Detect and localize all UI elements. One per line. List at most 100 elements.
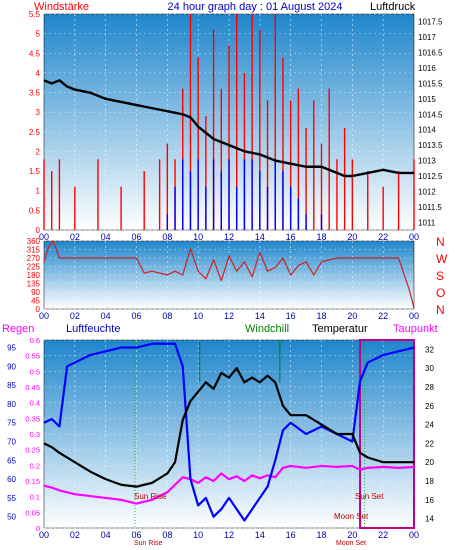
dir-hour-tick: 08 xyxy=(162,311,172,321)
pressure-y-tick: 1016 xyxy=(418,64,436,73)
compass-letter: N xyxy=(436,303,445,317)
rain-y-tick: 0.45 xyxy=(25,383,40,392)
taupunkt-label: Taupunkt xyxy=(393,323,438,335)
wind-hour-tick: 16 xyxy=(286,232,296,242)
rain-y-tick: 0.3 xyxy=(30,430,40,439)
humidity-y-tick: 80 xyxy=(7,400,16,409)
temperature-y-tick: 30 xyxy=(425,364,434,373)
rain-y-tick: 0.05 xyxy=(25,508,40,517)
wind-y-tick: 3 xyxy=(36,108,41,117)
pressure-y-tick: 1011.5 xyxy=(418,203,442,212)
dir-hour-tick: 12 xyxy=(224,311,234,321)
compass-letter: O xyxy=(436,286,445,300)
clim-hour-tick: 16 xyxy=(286,530,296,540)
direction-y-tick: 0 xyxy=(36,305,41,314)
temperatur-label: Temperatur xyxy=(312,323,368,335)
wind-y-tick: 2 xyxy=(36,147,41,156)
wind-hour-tick: 08 xyxy=(162,232,172,242)
wind-hour-tick: 02 xyxy=(70,232,80,242)
clim-hour-tick: 04 xyxy=(101,530,111,540)
dir-hour-tick: 00 xyxy=(39,311,49,321)
dir-hour-tick: 14 xyxy=(255,311,265,321)
sun-rise-annotation: Sun Rise xyxy=(134,492,167,501)
windchill-label: Windchill xyxy=(245,323,289,335)
luftfeuchte-label: Luftfeuchte xyxy=(66,323,120,335)
temperature-y-tick: 28 xyxy=(425,383,434,392)
pressure-y-tick: 1012 xyxy=(418,187,436,196)
pressure-y-tick: 1013 xyxy=(418,157,436,166)
wind-hour-tick: 18 xyxy=(316,232,326,242)
clim-hour-tick: 00 xyxy=(39,530,49,540)
dir-hour-tick: 06 xyxy=(131,311,141,321)
pressure-y-tick: 1013.5 xyxy=(418,141,443,150)
temperature-y-tick: 16 xyxy=(425,496,434,505)
pressure-y-tick: 1017 xyxy=(418,33,436,42)
wind-hour-tick: 20 xyxy=(347,232,357,242)
humidity-y-tick: 95 xyxy=(7,344,16,353)
wind-y-tick: 4 xyxy=(36,69,41,78)
windstaerke-label: Windstärke xyxy=(34,1,89,13)
wind-hour-tick: 00 xyxy=(409,232,419,242)
temperature-y-tick: 26 xyxy=(425,402,434,411)
direction-y-tick: 270 xyxy=(27,254,41,263)
direction-y-tick: 225 xyxy=(27,263,41,272)
pressure-y-tick: 1011 xyxy=(418,218,436,227)
humidity-y-tick: 90 xyxy=(7,362,16,371)
humidity-y-tick: 60 xyxy=(7,475,16,484)
dewpoint-line xyxy=(43,464,415,505)
humidity-y-tick: 70 xyxy=(7,438,16,447)
dir-hour-tick: 22 xyxy=(378,311,388,321)
wind-y-tick: 0 xyxy=(36,226,41,235)
bottom-sun-rise-label: Sun Rise xyxy=(134,540,163,547)
temperature-y-tick: 32 xyxy=(425,345,434,354)
temperature-y-tick: 20 xyxy=(425,458,434,467)
rain-y-tick: 0.55 xyxy=(25,352,40,361)
clim-hour-tick: 20 xyxy=(347,530,357,540)
wind-hour-tick: 12 xyxy=(224,232,234,242)
pressure-y-tick: 1017.5 xyxy=(418,18,443,27)
wind-y-tick: 3.5 xyxy=(29,89,41,98)
temperature-y-tick: 24 xyxy=(425,421,434,430)
dir-hour-tick: 16 xyxy=(286,311,296,321)
wind-hour-tick: 04 xyxy=(101,232,111,242)
temperature-y-tick: 14 xyxy=(425,515,434,524)
humidity-y-tick: 75 xyxy=(7,419,16,428)
pressure-y-tick: 1012.5 xyxy=(418,172,443,181)
pressure-y-tick: 1015.5 xyxy=(418,79,443,88)
humidity-y-tick: 65 xyxy=(7,456,16,465)
pressure-y-tick: 1014 xyxy=(418,126,436,135)
clim-hour-tick: 22 xyxy=(378,530,388,540)
rain-box xyxy=(359,339,415,529)
humidity-line xyxy=(43,342,415,522)
clim-hour-tick: 06 xyxy=(131,530,141,540)
rain-y-tick: 0.35 xyxy=(25,414,40,423)
humidity-y-tick: 85 xyxy=(7,381,16,390)
wind-hour-tick: 06 xyxy=(131,232,141,242)
humidity-y-tick: 50 xyxy=(7,513,16,522)
temperature-y-tick: 18 xyxy=(425,477,434,486)
wind-y-tick: 1 xyxy=(36,187,41,196)
clim-hour-tick: 12 xyxy=(224,530,234,540)
rain-y-tick: 0.2 xyxy=(30,461,40,470)
direction-y-tick: 180 xyxy=(27,271,41,280)
wind-hour-tick: 00 xyxy=(39,232,49,242)
rain-y-tick: 0.15 xyxy=(25,477,40,486)
compass-letter: N xyxy=(436,235,445,249)
dir-hour-tick: 04 xyxy=(101,311,111,321)
compass-letter: W xyxy=(436,252,448,266)
dir-hour-tick: 20 xyxy=(347,311,357,321)
clim-hour-tick: 08 xyxy=(162,530,172,540)
clim-hour-tick: 14 xyxy=(255,530,265,540)
clim-hour-tick: 00 xyxy=(409,530,419,540)
dir-hour-tick: 02 xyxy=(70,311,80,321)
pressure-line xyxy=(43,79,414,178)
moon-set-annotation: Moon Set xyxy=(334,512,369,521)
dir-hour-tick: 00 xyxy=(409,311,419,321)
humidity-y-tick: 55 xyxy=(7,494,16,503)
rain-y-tick: 0.6 xyxy=(30,336,40,345)
clim-hour-tick: 02 xyxy=(70,530,80,540)
rain-y-tick: 0.1 xyxy=(30,493,40,502)
pressure-y-tick: 1014.5 xyxy=(418,110,443,119)
regen-label: Regen xyxy=(2,323,34,335)
clim-hour-tick: 10 xyxy=(193,530,203,540)
